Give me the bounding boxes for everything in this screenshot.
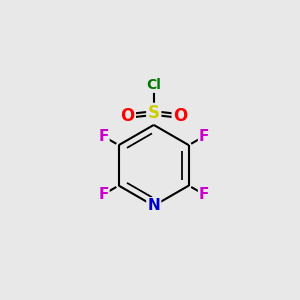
Text: F: F (199, 129, 209, 144)
Text: F: F (98, 187, 109, 202)
Text: O: O (120, 107, 134, 125)
Text: F: F (98, 129, 109, 144)
Text: F: F (199, 187, 209, 202)
Text: Cl: Cl (146, 77, 161, 92)
Text: O: O (173, 107, 188, 125)
Text: S: S (148, 104, 160, 122)
Text: N: N (147, 198, 160, 213)
